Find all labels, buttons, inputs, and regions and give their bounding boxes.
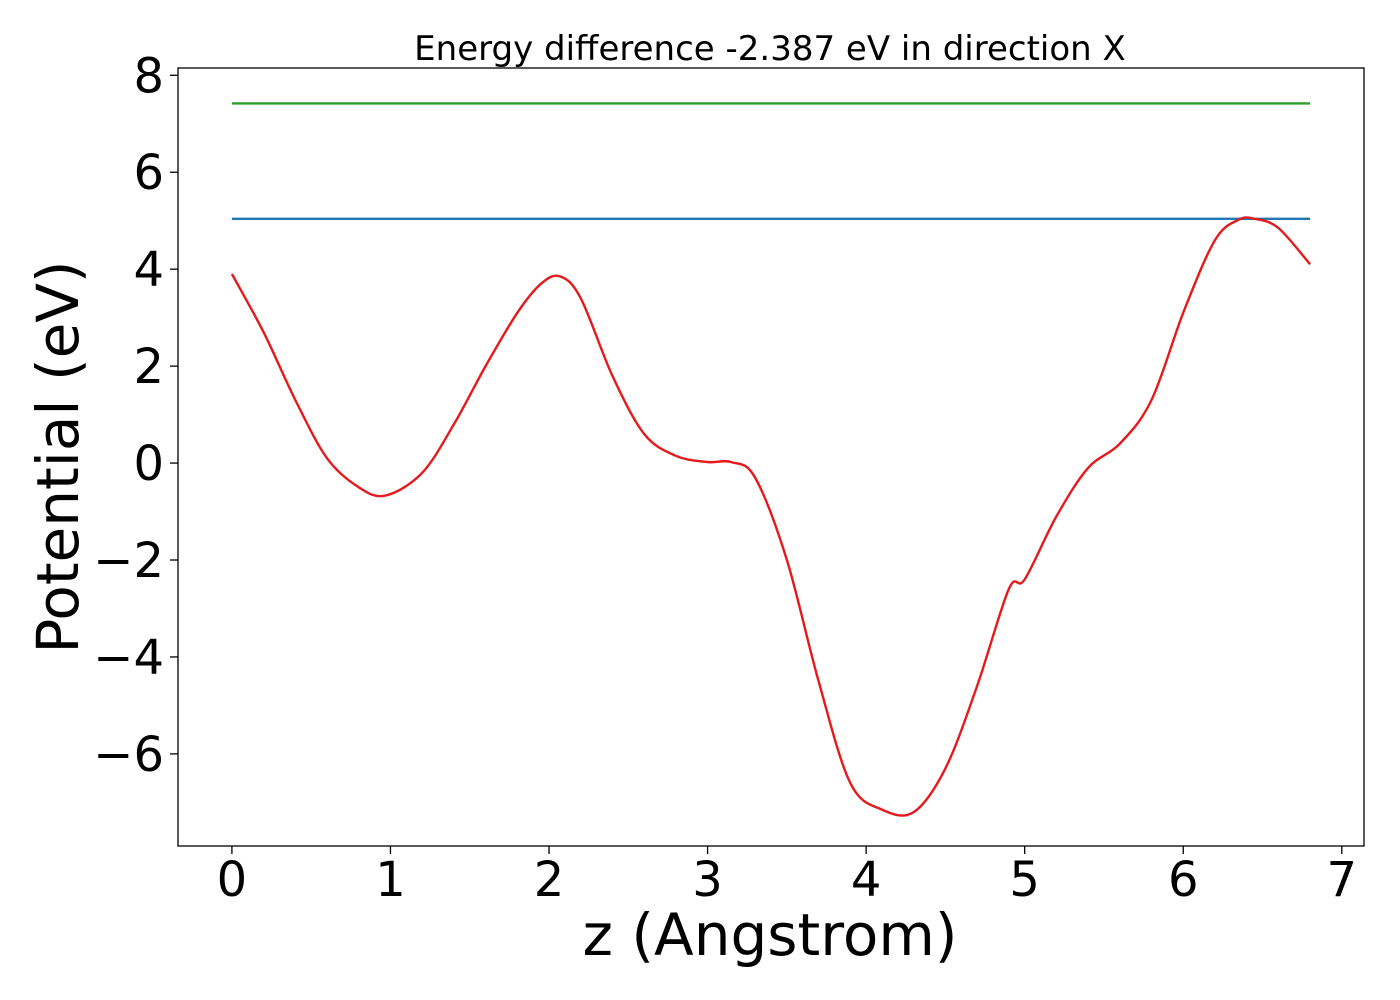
y-tick-label: 0 <box>133 436 164 492</box>
x-tick-label: 7 <box>1327 852 1358 908</box>
series-line-red <box>230 216 1312 817</box>
x-tick-label: 3 <box>692 852 723 908</box>
y-axis-ticks: −6 −4 −2 0 2 4 6 8 <box>93 48 178 783</box>
x-tick-label: 0 <box>217 852 248 908</box>
plot-frame <box>177 67 1365 847</box>
x-tick-label: 1 <box>375 852 406 908</box>
y-axis-label: Potential (eV) <box>24 260 92 653</box>
y-tick-label: 6 <box>133 145 164 201</box>
x-tick-label: 2 <box>534 852 565 908</box>
x-tick-label: 4 <box>851 852 882 908</box>
x-axis-ticks: 0 1 2 3 4 5 6 7 <box>217 846 1357 908</box>
x-tick-label: 6 <box>1168 852 1199 908</box>
y-tick-label: 4 <box>133 242 164 298</box>
chart-title: Energy difference -2.387 eV in direction… <box>414 29 1126 69</box>
y-tick-label: −2 <box>93 533 164 589</box>
x-axis-label: z (Angstrom) <box>583 901 958 969</box>
y-tick-label: −4 <box>93 630 164 686</box>
x-tick-label: 5 <box>1009 852 1040 908</box>
y-tick-label: −6 <box>93 727 164 783</box>
y-tick-label: 8 <box>133 48 164 104</box>
series-layer <box>230 102 1312 817</box>
y-tick-label: 2 <box>133 339 164 395</box>
